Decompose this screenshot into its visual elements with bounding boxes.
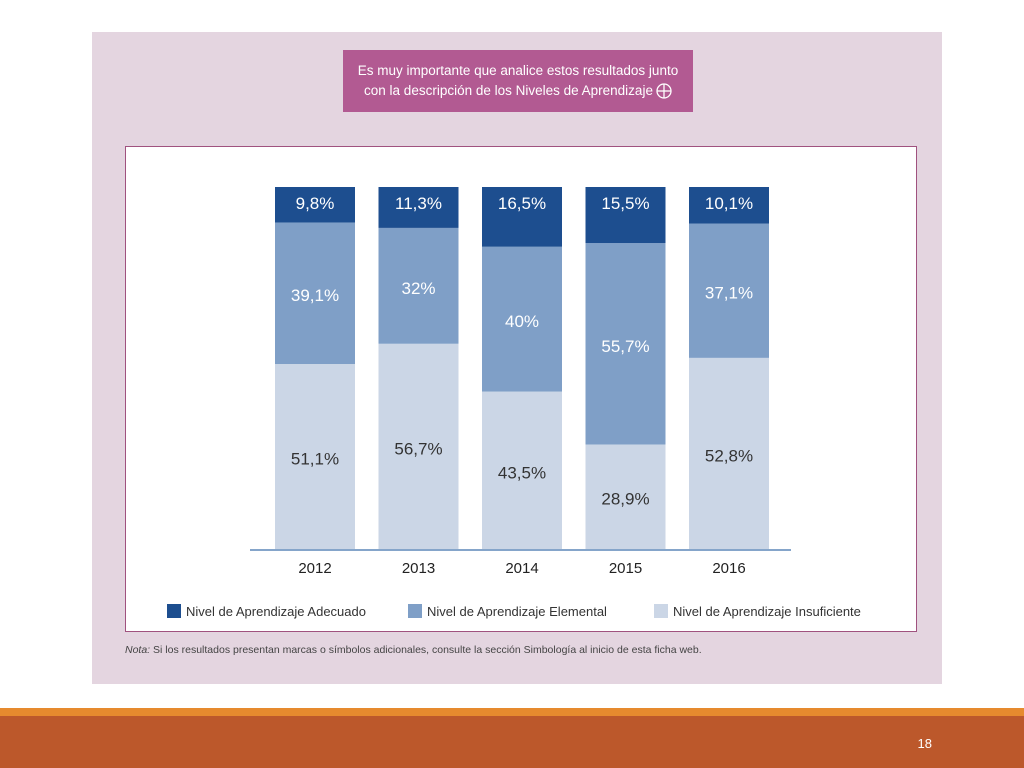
footnote-label: Nota: <box>125 644 151 656</box>
legend-swatch <box>167 604 181 618</box>
bar-segment-2013-adecuado <box>378 187 459 228</box>
data-label: 16,5% <box>498 194 546 213</box>
data-label: 55,7% <box>601 337 649 356</box>
notice-line-2: con la descripción de los Niveles de Apr… <box>364 83 653 98</box>
bar-segment-2012-adecuado <box>275 187 355 223</box>
bar-segment-2012-elemental <box>275 222 355 365</box>
legend-swatch <box>408 604 422 618</box>
chart-container: 51,1% 39,1% 9,8% 2012 56,7% 32% 11,3% 2013 43,5%… <box>125 146 917 632</box>
data-label: 32% <box>401 279 435 298</box>
footnote: Nota: Si los resultados presentan marcas… <box>125 644 702 656</box>
legend-swatch <box>654 604 668 618</box>
bar-segment-2014-insuficiente <box>482 391 562 549</box>
content-panel: Es muy importante que analice estos resu… <box>92 32 942 684</box>
stacked-bar-chart: 51,1% 39,1% 9,8% 2012 56,7% 32% 11,3% 2013 43,5%… <box>167 187 861 619</box>
data-label: 15,5% <box>601 194 649 213</box>
page-number: 18 <box>917 736 932 751</box>
data-label: 51,1% <box>291 450 339 469</box>
plus-circle-icon[interactable] <box>656 83 672 99</box>
footnote-text: Si los resultados presentan marcas o sím… <box>150 644 702 656</box>
footer-stripe <box>0 708 1024 716</box>
bar-segment-2013-elemental <box>378 227 459 344</box>
data-label: 9,8% <box>296 194 335 213</box>
data-label: 39,1% <box>291 286 339 305</box>
data-label: 52,8% <box>705 446 753 465</box>
x-tick-label: 2013 <box>402 560 435 577</box>
notice-line-1: Es muy importante que analice estos resu… <box>357 63 679 78</box>
x-tick-label: 2016 <box>712 560 745 577</box>
bar-segment-2015-adecuado <box>585 187 666 244</box>
notice-banner: Es muy importante que analice estos resu… <box>343 50 693 112</box>
data-label: 56,7% <box>394 439 442 458</box>
bar-segment-2016-adecuado <box>689 187 769 224</box>
x-tick-label: 2014 <box>505 560 538 577</box>
data-label: 10,1% <box>705 194 753 213</box>
legend-label: Nivel de Aprendizaje Elemental <box>427 604 607 619</box>
bar-segment-2016-elemental <box>689 223 769 358</box>
notice-line-2-wrap: con la descripción de los Niveles de Apr… <box>364 81 672 101</box>
bar-segment-2016-insuficiente <box>689 357 769 549</box>
data-label: 40% <box>505 312 539 331</box>
legend-label: Nivel de Aprendizaje Insuficiente <box>673 604 861 619</box>
data-label: 28,9% <box>601 490 649 509</box>
bar-segment-2012-insuficiente <box>275 364 355 549</box>
data-label: 11,3% <box>395 194 442 213</box>
data-label: 43,5% <box>498 463 546 482</box>
bar-segment-2014-adecuado <box>482 187 562 247</box>
data-label: 37,1% <box>705 284 753 303</box>
bar-segment-2013-insuficiente <box>378 343 459 549</box>
x-tick-label: 2015 <box>609 560 642 577</box>
bar-segment-2015-insuficiente <box>585 444 666 549</box>
x-tick-label: 2012 <box>298 560 331 577</box>
bar-segment-2015-elemental <box>585 243 666 445</box>
legend-label: Nivel de Aprendizaje Adecuado <box>186 604 366 619</box>
bar-segment-2014-elemental <box>482 246 562 392</box>
footer-bar: 18 <box>0 716 1024 768</box>
